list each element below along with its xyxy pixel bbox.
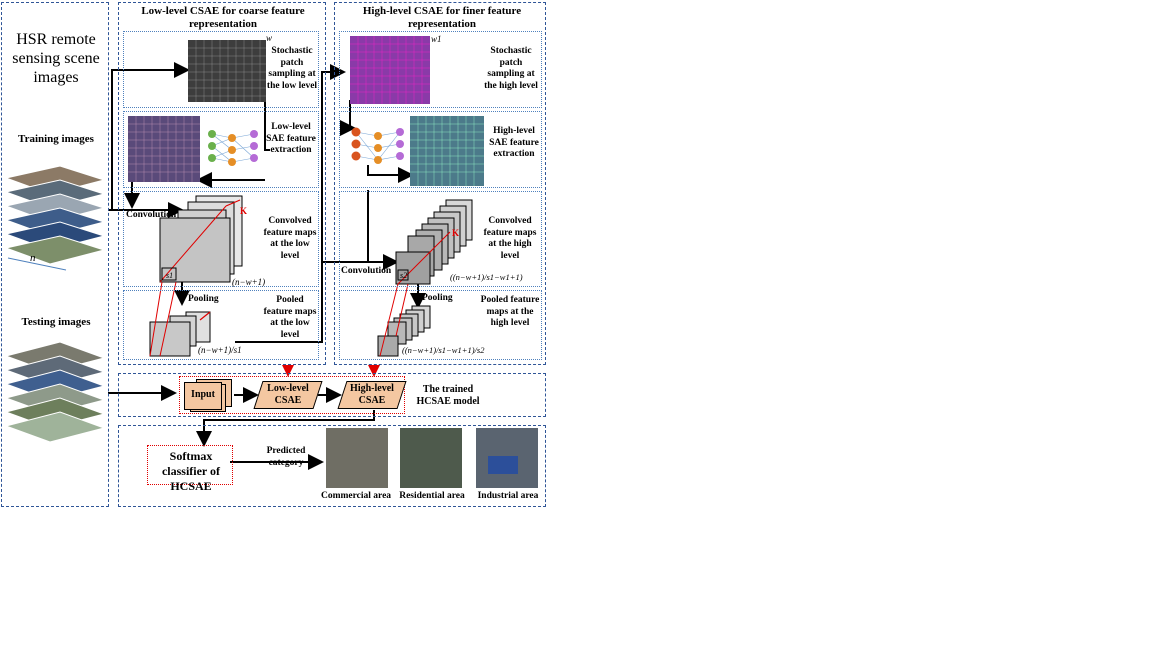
- low-pooled-label: Pooled feature maps at the low level: [263, 295, 317, 340]
- low-pooled-size: (n−w+1)/s1: [198, 345, 242, 355]
- category-residential: Residential area: [399, 491, 465, 501]
- s2-label: s2: [400, 271, 408, 280]
- high-sampling-label: Stochastic patch sampling at the high le…: [484, 46, 538, 91]
- high-pooling-label: Pooling: [422, 293, 453, 303]
- high-sae-label: High-level SAE feature extraction: [489, 126, 539, 159]
- low-convolution-box: [123, 191, 319, 287]
- high-level-frame: [334, 2, 546, 365]
- high-convolved-maps: [395, 199, 473, 285]
- low-patch-grid: [188, 40, 266, 102]
- commercial-image: [326, 428, 388, 488]
- residential-image: [400, 428, 462, 488]
- low-sae-network: [208, 130, 258, 166]
- high-convolved-label: Convolved feature maps at the high level: [483, 216, 537, 261]
- low-level-title: Low-level CSAE for coarse feature repres…: [141, 5, 305, 30]
- high-pooled-size: ((n−w+1)/s1−w1+1)/s2: [402, 345, 485, 355]
- high-convolved-size: ((n−w+1)/s1−w1+1): [450, 272, 523, 282]
- low-convolved-size: (n−w+1): [232, 277, 266, 287]
- high-pooled-label: Pooled feature maps at the high level: [480, 295, 540, 328]
- w-label: w: [266, 33, 273, 43]
- low-pooled-maps: [149, 281, 211, 357]
- high-sae-box: [339, 111, 542, 188]
- low-csae-label: Low-level CSAE: [267, 383, 309, 406]
- predicted-label: Predicted category: [266, 446, 306, 468]
- testing-images-label: Testing images: [21, 316, 91, 328]
- input-label: Input: [191, 389, 215, 400]
- low-k-label: K: [240, 206, 248, 216]
- n-label: n: [30, 252, 36, 264]
- testing-image-stack: [4, 341, 106, 443]
- w1-label: w1: [431, 34, 442, 44]
- high-level-title: High-level CSAE for finer feature repres…: [362, 5, 522, 30]
- low-sae-label: Low-level SAE feature extraction: [266, 122, 316, 155]
- training-images-label: Training images: [18, 133, 94, 145]
- model-red-outline: [179, 376, 405, 414]
- trained-model-label: The trained HCSAE model: [416, 384, 480, 407]
- softmax-box: [147, 445, 233, 485]
- left-panel-frame: [1, 2, 109, 507]
- high-sampling-box: [339, 31, 542, 108]
- high-csae-label: High-level CSAE: [350, 383, 394, 406]
- high-sae-network: [351, 127, 404, 164]
- low-sampling-label: Stochastic patch sampling at the low lev…: [266, 46, 318, 91]
- high-filter-grid: [410, 116, 484, 186]
- low-sampling-box: [123, 31, 319, 108]
- low-convolved-label: Convolved feature maps at the low level: [263, 216, 317, 261]
- high-k-label: K: [452, 228, 460, 238]
- high-patch-grid: [350, 36, 430, 104]
- low-pooling-box: [123, 290, 319, 360]
- model-frame: [118, 373, 546, 417]
- classifier-frame: [118, 425, 546, 507]
- s1-label: s1: [166, 271, 174, 280]
- low-convolution-label: Convolution: [126, 210, 177, 220]
- training-image-stack: [4, 165, 106, 271]
- category-commercial: Commercial area: [320, 491, 392, 501]
- input-box: [184, 382, 222, 410]
- low-sae-box: [123, 111, 319, 188]
- softmax-label: Softmax classifier of HCSAE: [161, 449, 221, 493]
- low-pooling-label: Pooling: [188, 294, 219, 304]
- low-convolved-maps: [159, 195, 243, 283]
- high-convolution-box: [339, 191, 542, 287]
- high-pooled-maps: [377, 283, 431, 357]
- high-pooling-box: [339, 290, 542, 360]
- left-panel-title: HSR remote sensing scene images: [12, 31, 100, 86]
- high-convolution-label: Convolution: [341, 266, 392, 276]
- category-industrial: Industrial area: [477, 491, 539, 501]
- low-level-frame: [118, 2, 326, 365]
- low-filter-grid: [128, 116, 200, 182]
